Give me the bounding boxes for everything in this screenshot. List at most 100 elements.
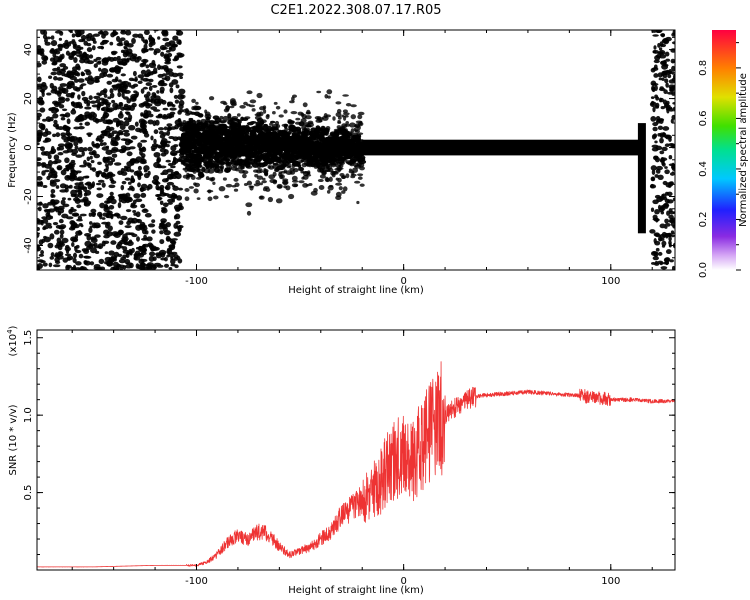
- halo-cell: [317, 178, 324, 183]
- halo-cell: [293, 183, 298, 188]
- noise-cell: [170, 256, 174, 261]
- noise-cell: [160, 220, 166, 224]
- narrow-band-cell: [375, 148, 380, 151]
- noise-cell: [57, 43, 64, 48]
- halo-cell: [335, 195, 342, 200]
- noise-cell: [86, 47, 93, 53]
- halo-cell: [234, 182, 240, 188]
- noise-cell: [103, 111, 108, 115]
- signal-cell: [330, 141, 338, 145]
- noise-cell: [146, 91, 151, 97]
- noise-cell: [109, 191, 114, 196]
- noise-cell: [649, 184, 657, 189]
- noise-cell: [175, 30, 182, 33]
- noise-cell: [168, 126, 172, 130]
- noise-cell: [157, 98, 164, 104]
- noise-cell: [137, 252, 141, 257]
- peak-cell: [603, 146, 608, 149]
- noise-cell: [55, 132, 61, 138]
- signal-cell: [202, 160, 210, 164]
- noise-cell: [173, 94, 179, 99]
- noise-cell: [89, 111, 96, 115]
- noise-cell: [58, 252, 62, 257]
- noise-cell: [666, 199, 674, 204]
- noise-cell: [168, 82, 174, 88]
- narrow-band-cell: [545, 146, 550, 148]
- noise-cell: [97, 179, 105, 183]
- noise-cell: [145, 82, 153, 87]
- noise-cell: [168, 71, 174, 77]
- noise-cell: [159, 222, 165, 226]
- halo-cell: [256, 175, 264, 180]
- peak-cell: [481, 146, 485, 149]
- signal-cell: [340, 145, 345, 149]
- halo-cell: [300, 112, 305, 117]
- signal-cell: [352, 150, 357, 155]
- noise-cell: [146, 236, 153, 242]
- noise-cell: [102, 142, 107, 146]
- halo-cell: [354, 129, 361, 133]
- colorbar-label: Normalized spectral amplitude: [738, 73, 749, 227]
- noise-cell: [663, 89, 668, 95]
- noise-cell: [146, 99, 154, 103]
- peak-cell: [403, 146, 407, 149]
- x-tick-label: 0: [400, 276, 406, 287]
- noise-cell: [150, 106, 158, 111]
- noise-cell: [116, 55, 121, 60]
- noise-cell: [143, 165, 150, 172]
- signal-cell: [287, 120, 295, 124]
- noise-cell: [108, 56, 115, 62]
- noise-cell: [59, 113, 66, 117]
- noise-cell: [667, 232, 672, 237]
- noise-cell: [37, 138, 41, 143]
- signal-cell: [264, 172, 268, 176]
- noise-cell: [106, 73, 114, 78]
- signal-cell: [286, 131, 292, 135]
- noise-cell: [89, 221, 93, 225]
- noise-cell: [51, 160, 59, 165]
- noise-cell: [127, 139, 132, 144]
- noise-cell: [75, 63, 81, 70]
- signal-cell: [240, 125, 248, 132]
- signal-cell: [216, 160, 223, 164]
- noise-cell: [106, 172, 110, 178]
- halo-cell: [327, 185, 334, 191]
- noise-cell: [53, 178, 61, 183]
- noise-cell: [109, 88, 114, 94]
- noise-cell: [59, 189, 67, 193]
- halo-cell: [195, 101, 199, 105]
- snr-line: [37, 361, 675, 568]
- noise-cell: [48, 150, 56, 155]
- spectrogram-heatmap: [37, 30, 675, 270]
- noise-cell: [140, 192, 147, 198]
- narrow-band-cell: [589, 145, 594, 147]
- signal-cell: [272, 140, 281, 144]
- noise-cell: [103, 93, 108, 98]
- noise-cell: [133, 193, 141, 199]
- signal-cell: [355, 149, 362, 155]
- noise-cell: [127, 187, 133, 191]
- signal-cell: [265, 129, 272, 134]
- signal-cell: [277, 129, 283, 133]
- noise-cell: [121, 58, 130, 64]
- noise-cell: [88, 212, 93, 217]
- noise-cell: [120, 81, 126, 85]
- noise-cell: [159, 200, 164, 206]
- noise-cell: [161, 77, 168, 81]
- noise-cell: [170, 150, 178, 157]
- snr-frame: [36, 329, 676, 571]
- signal-cell: [254, 126, 259, 131]
- noise-cell: [124, 84, 128, 90]
- noise-cell: [165, 221, 172, 228]
- noise-cell: [668, 235, 672, 242]
- colorbar-ticks: 0.0 0.2 0.4 0.6 0.8: [698, 42, 741, 278]
- noise-cell: [668, 155, 673, 160]
- signal-cell: [333, 134, 339, 139]
- noise-cell: [162, 107, 169, 111]
- noise-cell: [79, 122, 83, 126]
- halo-cell: [282, 181, 289, 185]
- signal-cell: [199, 171, 204, 178]
- halo-cell: [324, 94, 329, 99]
- noise-cell: [80, 34, 87, 41]
- noise-cell: [176, 31, 180, 36]
